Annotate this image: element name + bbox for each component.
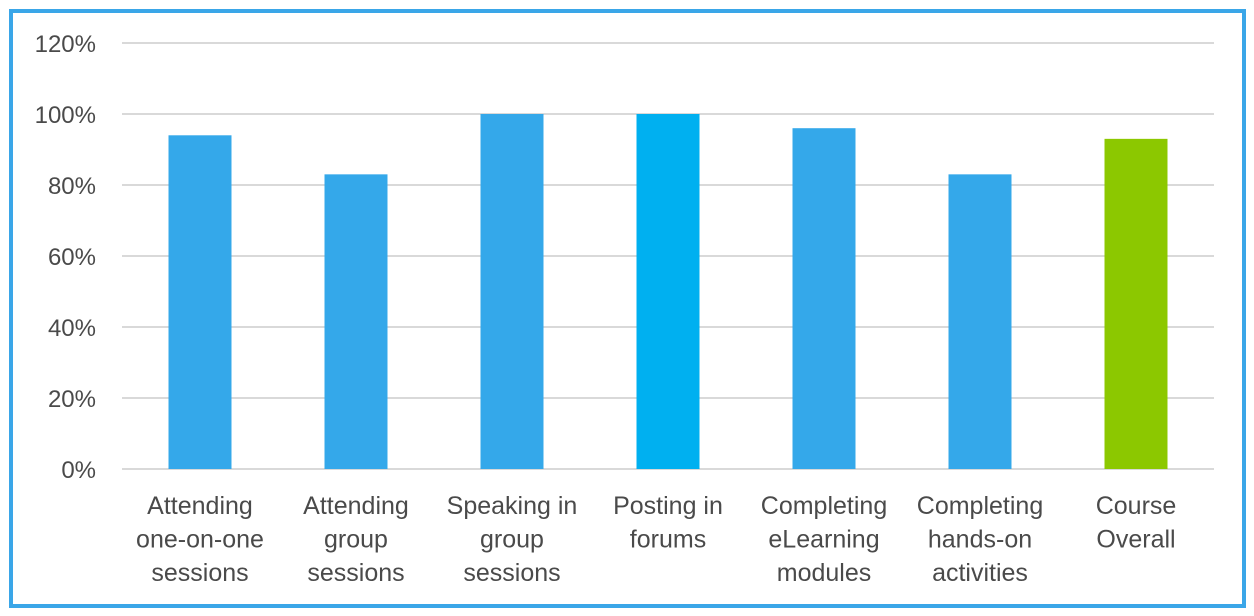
y-tick-label: 100%: [35, 102, 96, 129]
x-tick-label: Overall: [1096, 526, 1175, 554]
y-tick-label: 20%: [48, 386, 96, 413]
y-tick-label: 0%: [61, 457, 96, 484]
x-tick-label: group: [480, 526, 544, 554]
bar: [948, 174, 1012, 469]
x-tick-label: eLearning: [768, 526, 879, 554]
y-tick-label: 80%: [48, 173, 96, 200]
bar: [324, 174, 388, 469]
x-tick-label: sessions: [307, 559, 404, 587]
x-tick-label: Speaking in: [447, 492, 578, 520]
bar: [480, 114, 544, 469]
bar: [792, 128, 856, 469]
bar: [1104, 138, 1168, 469]
x-tick-label: sessions: [463, 559, 560, 587]
x-tick-label: Posting in: [613, 492, 723, 520]
x-tick-label: Attending: [303, 492, 409, 520]
x-tick-label: group: [324, 526, 388, 554]
x-tick-label: Course: [1096, 492, 1177, 520]
x-tick-label: forums: [630, 526, 706, 554]
x-tick-label: sessions: [151, 559, 248, 587]
y-tick-label: 60%: [48, 244, 96, 271]
x-tick-label: Attending: [147, 492, 253, 520]
x-tick-label: activities: [932, 559, 1028, 587]
x-tick-label: modules: [777, 559, 872, 587]
bar: [168, 135, 232, 470]
bar: [636, 114, 700, 469]
x-tick-label: hands-on: [928, 526, 1032, 554]
x-tick-label: Completing: [761, 492, 887, 520]
x-tick-label: Completing: [917, 492, 1043, 520]
y-tick-label: 40%: [48, 315, 96, 342]
x-tick-label: one-on-one: [136, 526, 264, 554]
y-tick-label: 120%: [35, 31, 96, 58]
